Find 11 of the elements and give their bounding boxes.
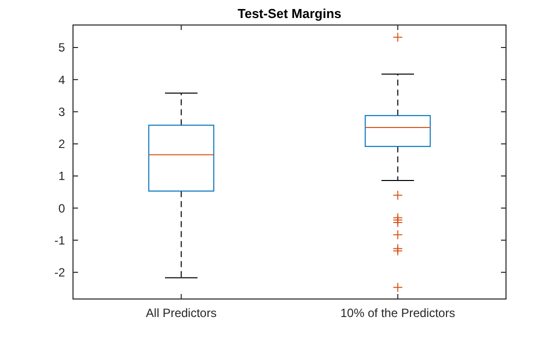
- y-tick-label: 3: [58, 104, 66, 119]
- x-tick-label: 10% of the Predictors: [340, 306, 456, 320]
- chart-title: Test-Set Margins: [238, 6, 342, 21]
- y-tick-label: 4: [58, 72, 66, 87]
- y-tick-label: 1: [58, 169, 66, 184]
- y-tick-label: 5: [58, 40, 66, 55]
- y-tick-label: 2: [58, 137, 66, 152]
- x-tick-label: All Predictors: [146, 306, 217, 320]
- y-tick-label: -2: [54, 266, 66, 280]
- y-tick-label: 0: [58, 201, 66, 216]
- y-tick-label: -1: [54, 233, 66, 248]
